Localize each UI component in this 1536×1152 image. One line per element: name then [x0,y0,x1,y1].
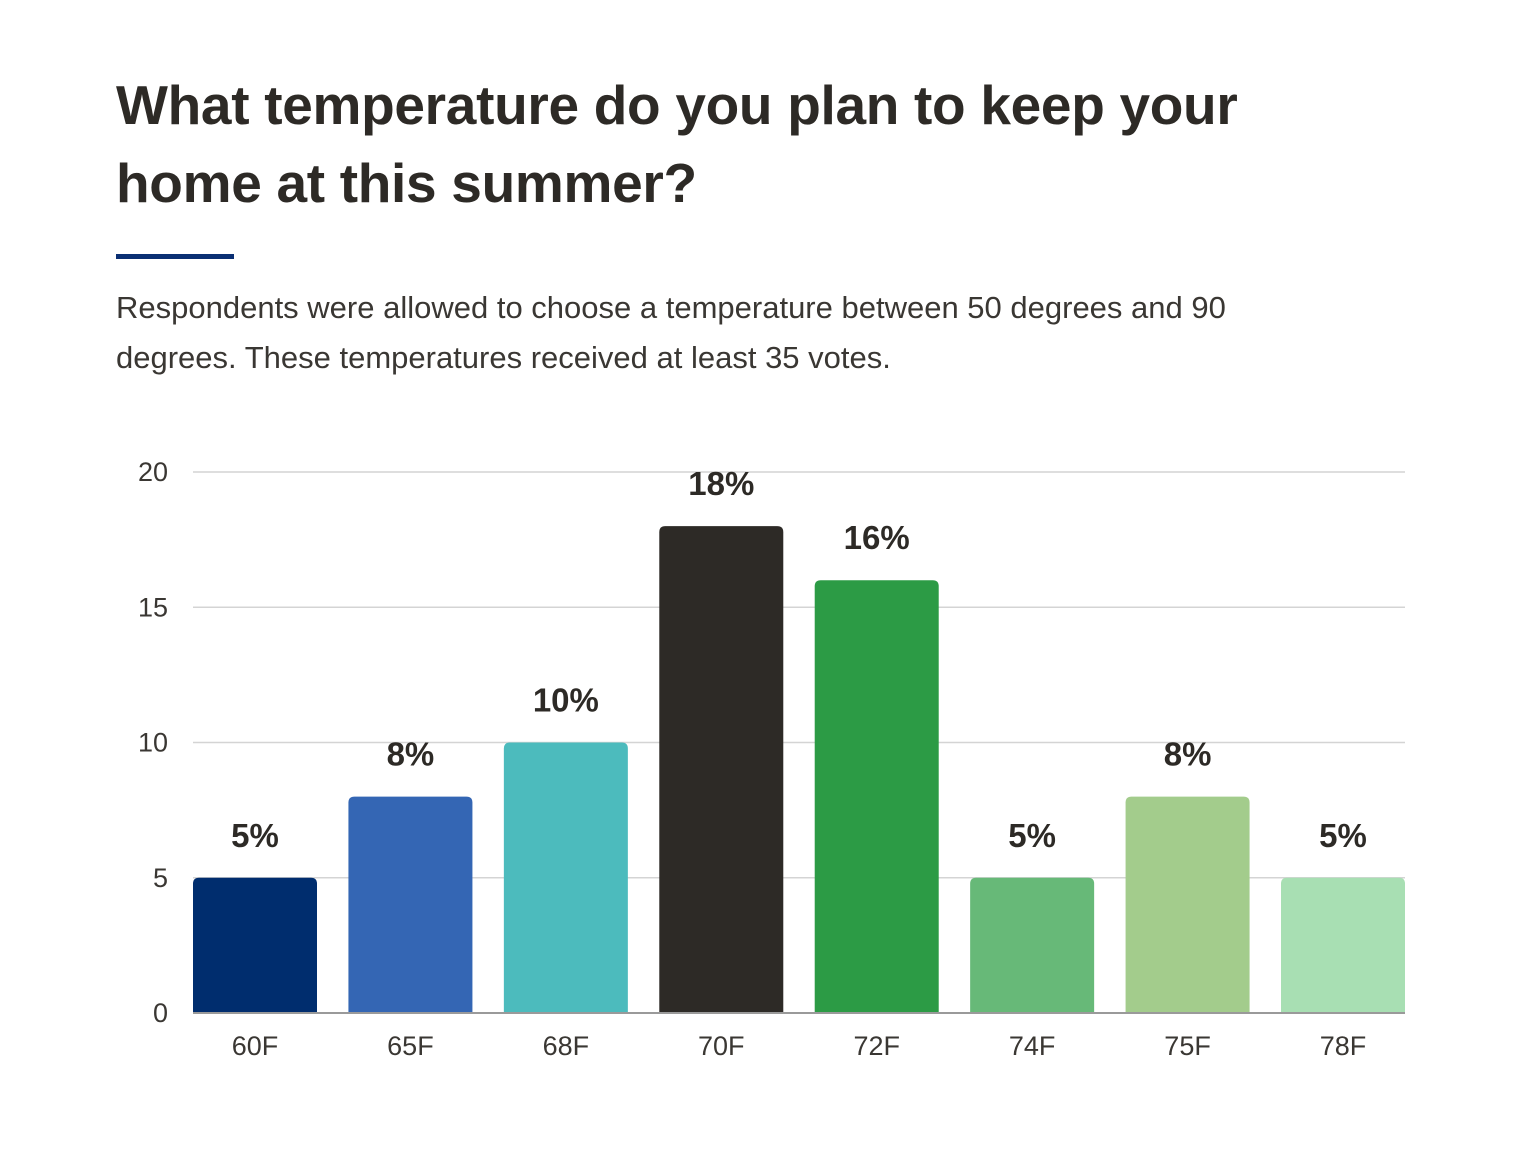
y-tick-label: 10 [138,728,168,758]
data-label: 5% [1008,817,1056,854]
x-tick-label: 70F [698,1031,745,1061]
y-tick-label: 15 [138,592,168,622]
y-tick-label: 5 [153,863,168,893]
bar-75f [1125,796,1250,1013]
x-tick-label: 60F [232,1031,279,1061]
data-label: 18% [688,465,754,502]
bar-65f [348,796,473,1013]
x-tick-label: 72F [853,1031,900,1061]
data-label: 16% [844,519,910,556]
bar-74f [970,877,1095,1013]
data-label: 8% [387,736,435,773]
x-tick-label: 75F [1164,1031,1211,1061]
accent-rule [116,254,234,259]
x-tick-label: 65F [387,1031,434,1061]
y-tick-label: 20 [138,457,168,487]
bar-68f [503,742,628,1013]
bar-70f [659,526,784,1013]
bar-60f [193,877,317,1013]
data-label: 5% [231,817,279,854]
x-tick-label: 78F [1320,1031,1367,1061]
chart-title: What temperature do you plan to keep you… [116,74,1238,214]
bar-72f [814,580,939,1013]
data-label: 8% [1164,736,1212,773]
bar-78f [1281,877,1405,1013]
data-label: 5% [1319,817,1367,854]
y-tick-label: 0 [153,998,168,1028]
x-tick-label: 68F [543,1031,590,1061]
chart-subtitle: Respondents were allowed to choose a tem… [116,290,1226,375]
x-tick-label: 74F [1009,1031,1056,1061]
data-label: 10% [533,682,599,719]
